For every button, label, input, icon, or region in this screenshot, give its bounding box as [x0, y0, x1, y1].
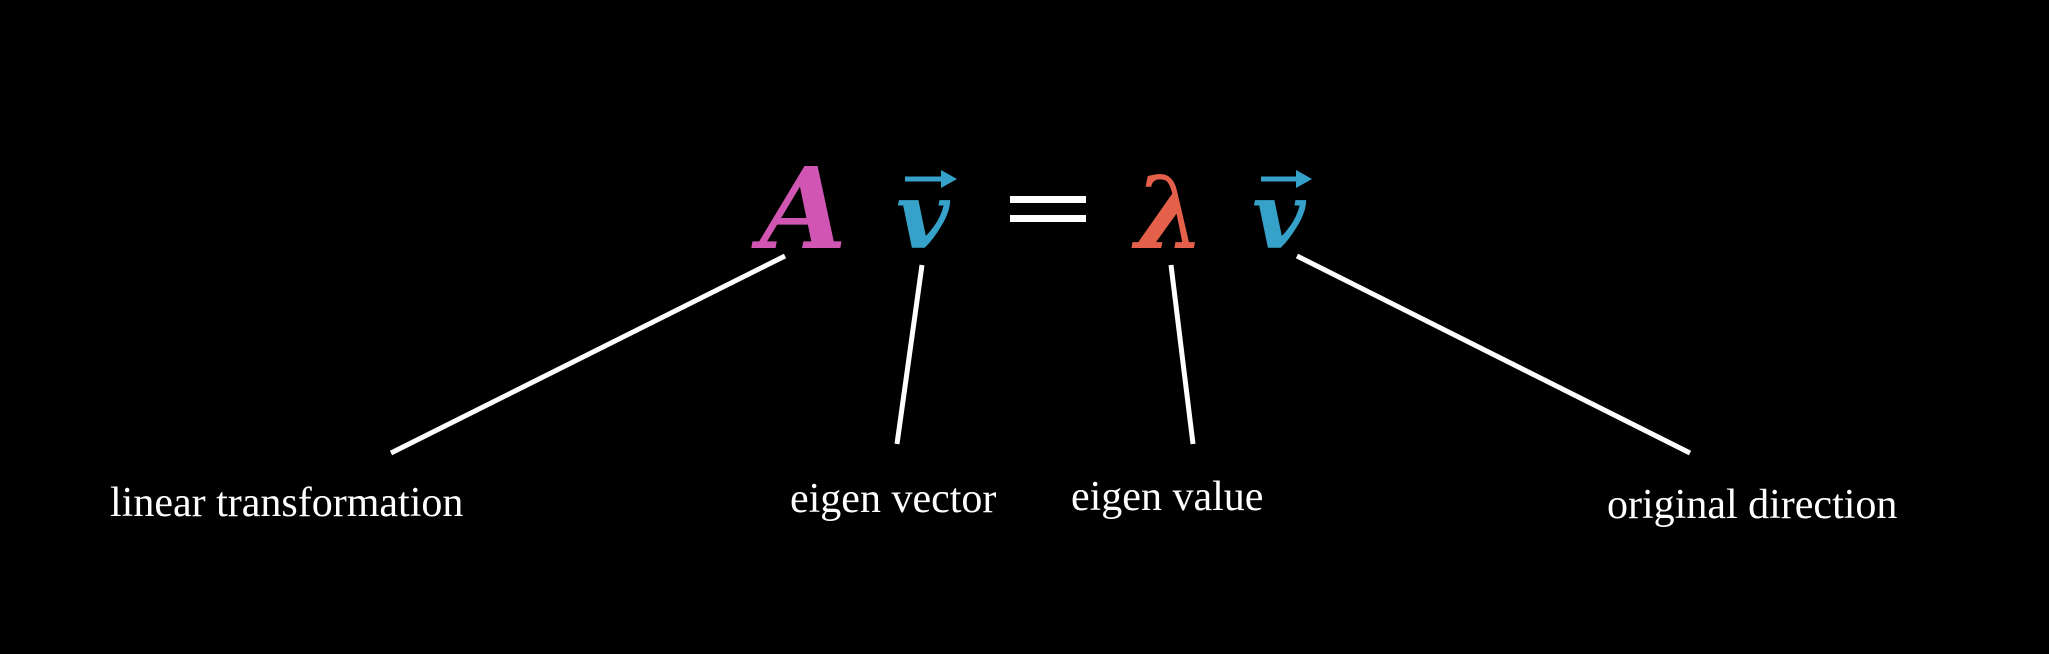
equals-sign [1010, 196, 1086, 222]
matrix-symbol-a: A [751, 144, 847, 275]
vector-arrow-icon-right [1261, 170, 1312, 188]
label-original-direction: original direction [1607, 482, 1898, 528]
lambda-symbol: λ [1131, 154, 1205, 272]
leader-line-eigen-value [1168, 264, 1196, 445]
vector-arrow-icon-left [905, 170, 957, 188]
leader-line-original-direction [1295, 253, 1692, 456]
label-eigen-vector: eigen vector [790, 476, 997, 522]
leader-line-linear-transformation [389, 253, 787, 456]
label-linear-transformation: linear transformation [110, 480, 464, 526]
label-eigen-value: eigen value [1071, 474, 1264, 520]
leader-line-eigen-vector [894, 264, 925, 445]
